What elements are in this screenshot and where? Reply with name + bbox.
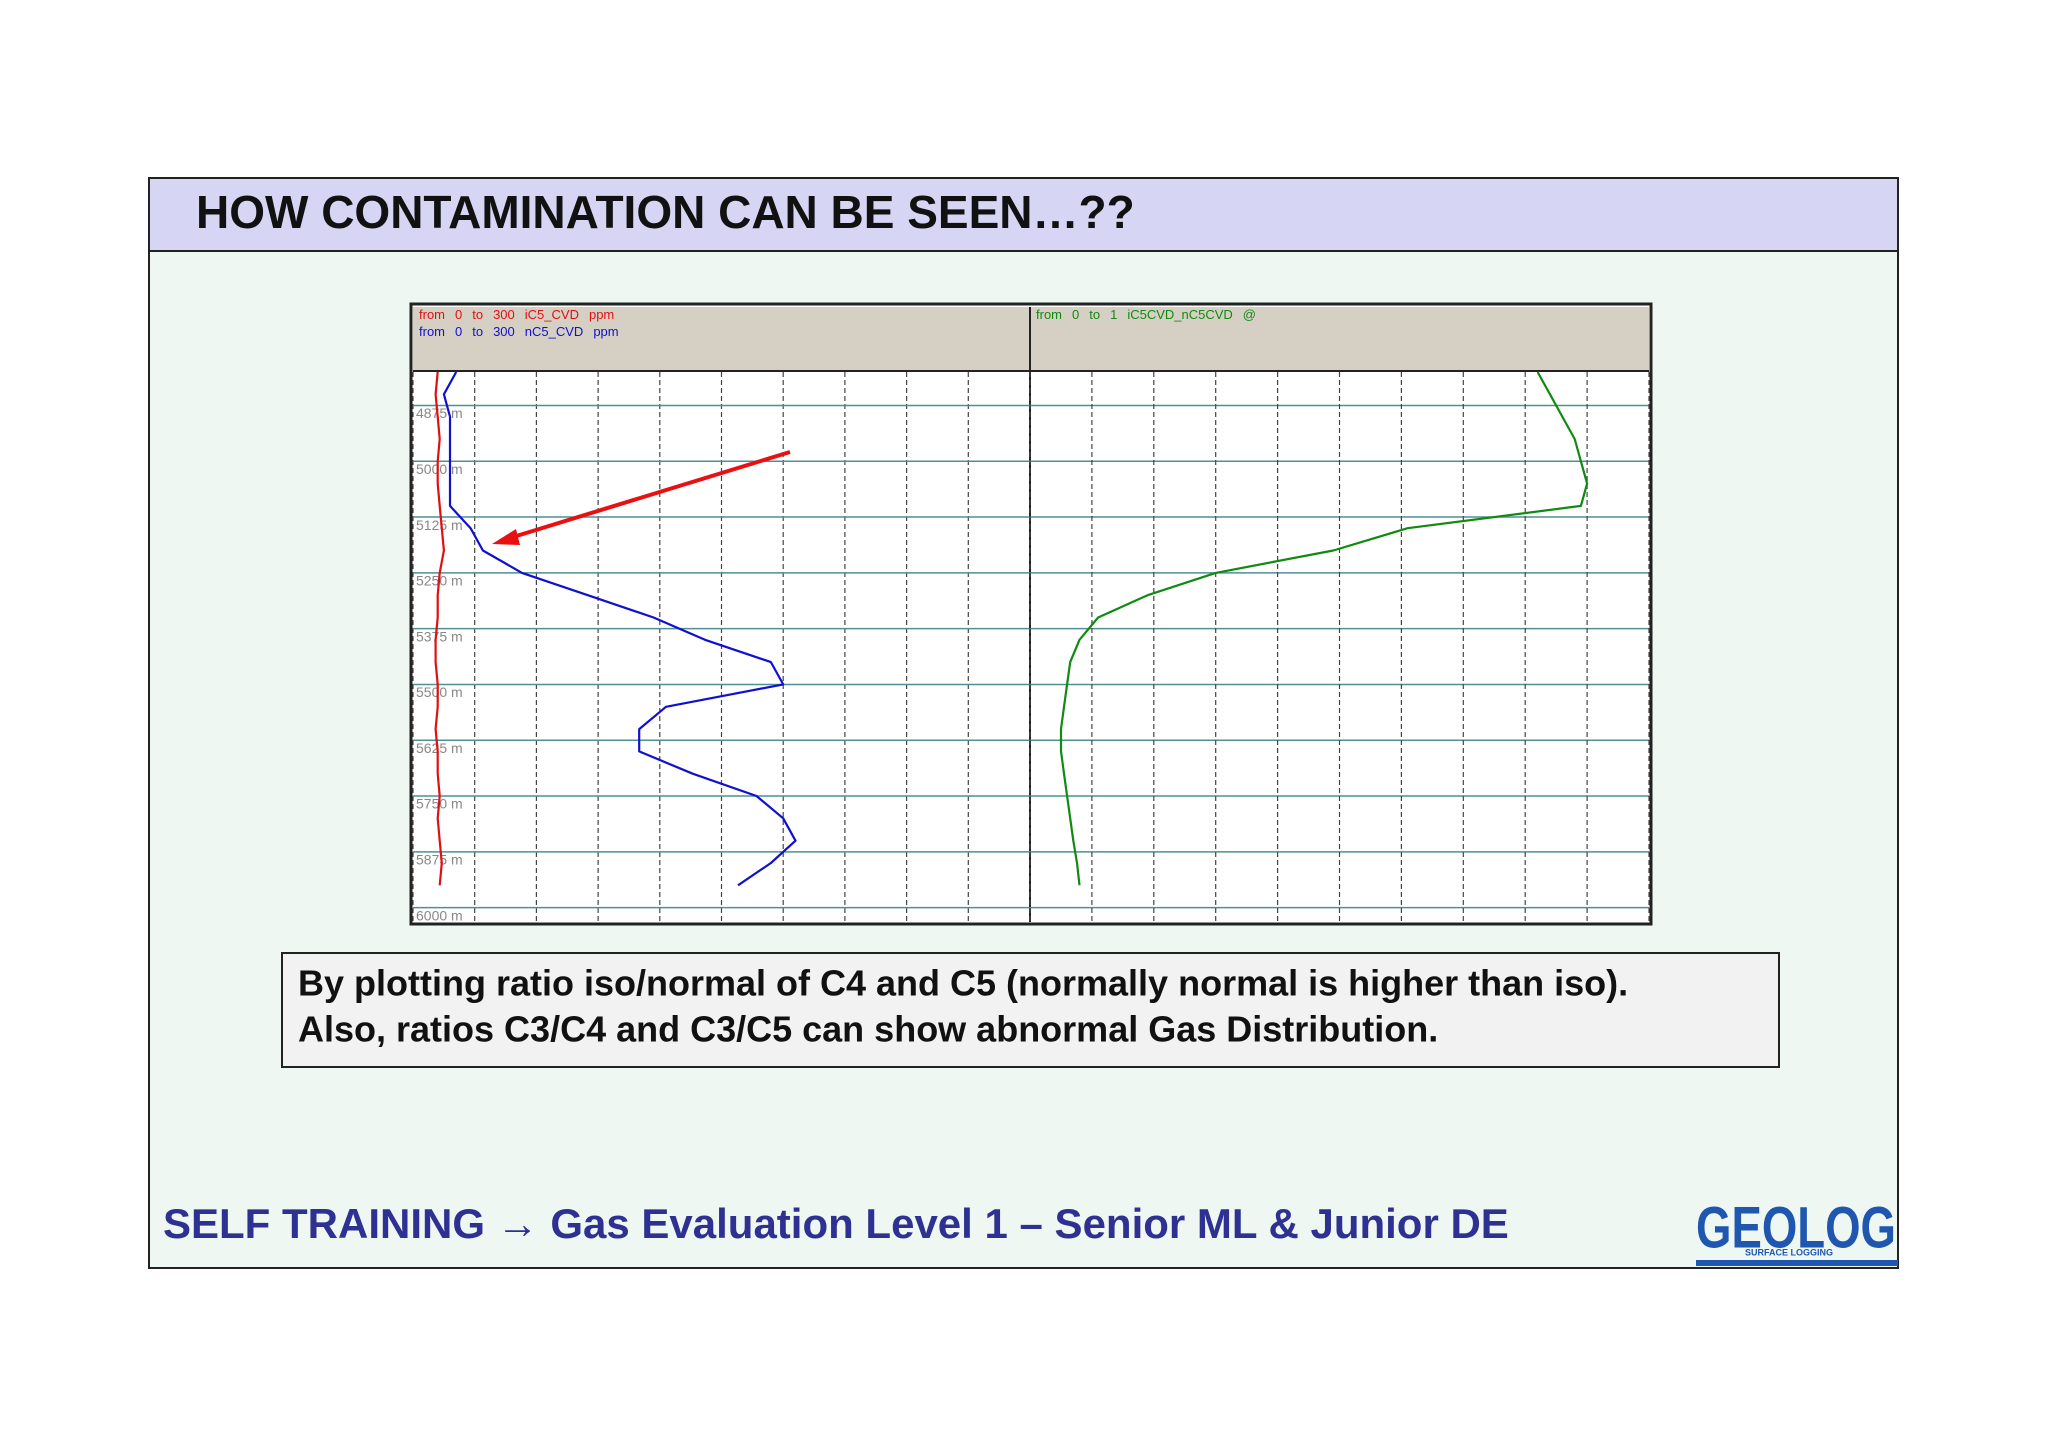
legend-part: to [472,324,483,339]
depth-label: 5625 m [416,740,463,756]
depth-label: 5000 m [416,461,463,477]
track-legend: from 0 to 300 nC5_CVD ppm [419,324,619,339]
log-curve [434,371,445,886]
legend-part: to [1089,307,1100,322]
logo-bar [1696,1260,1898,1266]
note-line: Also, ratios C3/C4 and C3/C5 can show ab… [298,1009,1438,1050]
legend-part: from [419,307,445,322]
legend-part: 1 [1110,307,1117,322]
depth-label: 5375 m [416,628,463,644]
depth-label: 6000 m [416,907,463,923]
legend-part: 300 [493,324,515,339]
legend-part: @ [1243,307,1256,322]
track-legend: from 0 to 1 iC5CVD_nC5CVD @ [1036,307,1256,322]
log-curve [442,371,797,887]
legend-part: iC5CVD_nC5CVD [1127,307,1232,322]
annotation-arrow [499,450,791,543]
depth-label: 5500 m [416,684,463,700]
legend-part: nC5_CVD [525,324,584,339]
depth-label: 4875 m [416,405,463,421]
logo: GEOLOG [1696,1195,1896,1260]
log-curve [1059,371,1589,886]
legend-part: from [1036,307,1062,322]
slide-title: HOW CONTAMINATION CAN BE SEEN…?? [196,186,1135,238]
legend-part: ppm [589,307,614,322]
legend-part: iC5_CVD [525,307,579,322]
logo-sub: SURFACE LOGGING [1745,1247,1833,1257]
note-line: By plotting ratio iso/normal of C4 and C… [298,963,1628,1004]
depth-label: 5125 m [416,517,463,533]
legend-part: from [419,324,445,339]
legend-part: ppm [593,324,618,339]
arrow-head [492,529,520,545]
footer-text: SELF TRAINING → Gas Evaluation Level 1 –… [163,1200,1509,1247]
note-box [281,952,1780,1068]
title-band [148,177,1899,252]
legend-part: 0 [455,324,462,339]
legend-part: 300 [493,307,515,322]
track-legend: from 0 to 300 iC5_CVD ppm [419,307,614,322]
legend-part: 0 [1072,307,1079,322]
depth-label: 5875 m [416,852,463,868]
legend-part: to [472,307,483,322]
legend-part: 0 [455,307,462,322]
